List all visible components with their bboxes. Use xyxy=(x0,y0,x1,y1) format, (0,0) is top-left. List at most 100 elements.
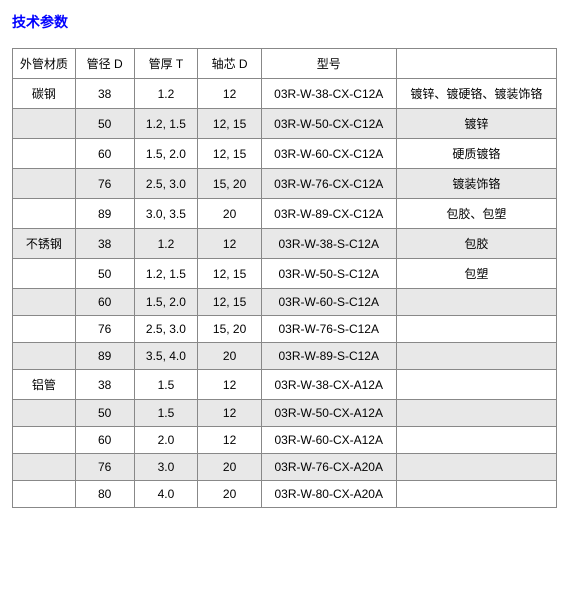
cell-material xyxy=(13,316,76,343)
cell-diameter: 50 xyxy=(75,259,134,289)
cell-core: 20 xyxy=(198,199,261,229)
cell-material xyxy=(13,481,76,508)
cell-model: 03R-W-50-CX-A12A xyxy=(261,400,396,427)
cell-core: 20 xyxy=(198,454,261,481)
header-material: 外管材质 xyxy=(13,49,76,79)
cell-finish xyxy=(396,370,556,400)
table-row: 602.01203R-W-60-CX-A12A xyxy=(13,427,557,454)
cell-finish: 镀锌 xyxy=(396,109,556,139)
table-row: 501.51203R-W-50-CX-A12A xyxy=(13,400,557,427)
cell-core: 12, 15 xyxy=(198,289,261,316)
cell-finish xyxy=(396,343,556,370)
cell-finish: 包胶、包塑 xyxy=(396,199,556,229)
cell-core: 12 xyxy=(198,400,261,427)
cell-finish: 镀锌、镀硬铬、镀装饰铬 xyxy=(396,79,556,109)
cell-diameter: 60 xyxy=(75,289,134,316)
cell-model: 03R-W-38-CX-A12A xyxy=(261,370,396,400)
cell-model: 03R-W-76-CX-C12A xyxy=(261,169,396,199)
cell-diameter: 76 xyxy=(75,316,134,343)
cell-model: 03R-W-60-CX-A12A xyxy=(261,427,396,454)
cell-thickness: 4.0 xyxy=(134,481,198,508)
cell-core: 12, 15 xyxy=(198,259,261,289)
cell-finish xyxy=(396,454,556,481)
cell-diameter: 38 xyxy=(75,79,134,109)
cell-thickness: 2.0 xyxy=(134,427,198,454)
cell-material xyxy=(13,139,76,169)
cell-model: 03R-W-80-CX-A20A xyxy=(261,481,396,508)
cell-diameter: 38 xyxy=(75,370,134,400)
cell-thickness: 1.5, 2.0 xyxy=(134,289,198,316)
cell-core: 20 xyxy=(198,481,261,508)
table-row: 501.2, 1.512, 1503R-W-50-CX-C12A镀锌 xyxy=(13,109,557,139)
cell-material xyxy=(13,109,76,139)
cell-thickness: 1.2 xyxy=(134,79,198,109)
page-title: 技术参数 xyxy=(12,12,561,32)
cell-core: 12 xyxy=(198,79,261,109)
cell-model: 03R-W-38-CX-C12A xyxy=(261,79,396,109)
cell-material xyxy=(13,454,76,481)
cell-model: 03R-W-50-S-C12A xyxy=(261,259,396,289)
cell-model: 03R-W-60-CX-C12A xyxy=(261,139,396,169)
cell-core: 12 xyxy=(198,427,261,454)
cell-core: 12 xyxy=(198,229,261,259)
cell-finish xyxy=(396,427,556,454)
cell-thickness: 2.5, 3.0 xyxy=(134,316,198,343)
cell-core: 12, 15 xyxy=(198,139,261,169)
cell-model: 03R-W-89-S-C12A xyxy=(261,343,396,370)
cell-thickness: 1.5, 2.0 xyxy=(134,139,198,169)
cell-core: 20 xyxy=(198,343,261,370)
table-row: 碳钢381.21203R-W-38-CX-C12A镀锌、镀硬铬、镀装饰铬 xyxy=(13,79,557,109)
table-row: 763.02003R-W-76-CX-A20A xyxy=(13,454,557,481)
cell-finish xyxy=(396,289,556,316)
cell-diameter: 80 xyxy=(75,481,134,508)
table-row: 不锈钢381.21203R-W-38-S-C12A包胶 xyxy=(13,229,557,259)
cell-material: 不锈钢 xyxy=(13,229,76,259)
cell-finish xyxy=(396,400,556,427)
table-row: 893.0, 3.52003R-W-89-CX-C12A包胶、包塑 xyxy=(13,199,557,229)
cell-model: 03R-W-38-S-C12A xyxy=(261,229,396,259)
cell-diameter: 76 xyxy=(75,454,134,481)
cell-model: 03R-W-89-CX-C12A xyxy=(261,199,396,229)
table-row: 501.2, 1.512, 1503R-W-50-S-C12A包塑 xyxy=(13,259,557,289)
cell-diameter: 89 xyxy=(75,343,134,370)
table-row: 601.5, 2.012, 1503R-W-60-S-C12A xyxy=(13,289,557,316)
cell-diameter: 89 xyxy=(75,199,134,229)
cell-finish: 包塑 xyxy=(396,259,556,289)
cell-finish: 镀装饰铬 xyxy=(396,169,556,199)
table-row: 762.5, 3.015, 2003R-W-76-CX-C12A镀装饰铬 xyxy=(13,169,557,199)
header-finish xyxy=(396,49,556,79)
cell-material: 碳钢 xyxy=(13,79,76,109)
cell-material xyxy=(13,289,76,316)
table-row: 601.5, 2.012, 1503R-W-60-CX-C12A硬质镀铬 xyxy=(13,139,557,169)
cell-material xyxy=(13,259,76,289)
cell-model: 03R-W-76-S-C12A xyxy=(261,316,396,343)
cell-core: 15, 20 xyxy=(198,169,261,199)
cell-finish: 硬质镀铬 xyxy=(396,139,556,169)
cell-diameter: 50 xyxy=(75,400,134,427)
header-model: 型号 xyxy=(261,49,396,79)
cell-diameter: 60 xyxy=(75,427,134,454)
cell-model: 03R-W-60-S-C12A xyxy=(261,289,396,316)
spec-table: 外管材质 管径 D 管厚 T 轴芯 D 型号 碳钢381.21203R-W-38… xyxy=(12,48,557,508)
cell-finish: 包胶 xyxy=(396,229,556,259)
header-thickness: 管厚 T xyxy=(134,49,198,79)
cell-thickness: 1.5 xyxy=(134,400,198,427)
cell-finish xyxy=(396,481,556,508)
cell-model: 03R-W-50-CX-C12A xyxy=(261,109,396,139)
cell-thickness: 1.5 xyxy=(134,370,198,400)
cell-thickness: 1.2, 1.5 xyxy=(134,109,198,139)
cell-thickness: 1.2, 1.5 xyxy=(134,259,198,289)
cell-diameter: 60 xyxy=(75,139,134,169)
cell-thickness: 3.0 xyxy=(134,454,198,481)
table-row: 804.02003R-W-80-CX-A20A xyxy=(13,481,557,508)
table-row: 铝管381.51203R-W-38-CX-A12A xyxy=(13,370,557,400)
cell-diameter: 76 xyxy=(75,169,134,199)
cell-material xyxy=(13,343,76,370)
cell-thickness: 3.0, 3.5 xyxy=(134,199,198,229)
table-row: 762.5, 3.015, 2003R-W-76-S-C12A xyxy=(13,316,557,343)
header-core: 轴芯 D xyxy=(198,49,261,79)
cell-diameter: 38 xyxy=(75,229,134,259)
cell-material: 铝管 xyxy=(13,370,76,400)
cell-thickness: 2.5, 3.0 xyxy=(134,169,198,199)
cell-material xyxy=(13,400,76,427)
